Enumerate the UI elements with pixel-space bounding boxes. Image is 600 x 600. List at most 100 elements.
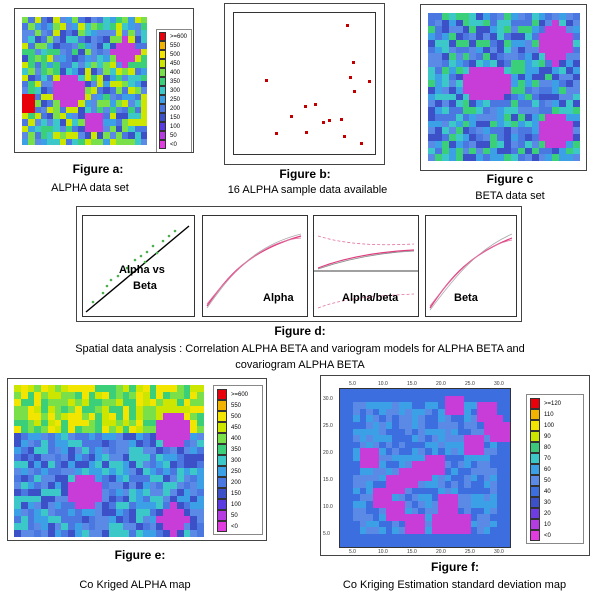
map-cell: [359, 533, 367, 541]
scatter-label-1: Alpha vs: [119, 264, 165, 276]
map-cell: [95, 509, 103, 517]
map-cell: [47, 523, 55, 531]
map-cell: [41, 481, 48, 489]
map-cell: [128, 119, 135, 126]
map-cell: [129, 398, 137, 406]
map-cell: [20, 502, 28, 510]
map-cell: [142, 385, 150, 392]
legend-entry: 90: [530, 431, 580, 442]
map-cell: [103, 23, 110, 30]
map-cell: [483, 408, 491, 416]
map-cell: [573, 147, 580, 155]
map-cell: [385, 421, 393, 429]
map-cell: [68, 530, 76, 537]
map-cell: [524, 66, 532, 74]
map-cell: [103, 55, 110, 62]
map-cell: [451, 507, 458, 515]
map-cell: [411, 389, 419, 396]
map-cell: [425, 389, 432, 396]
map-cell: [510, 73, 518, 81]
legend-swatch: [530, 530, 540, 541]
map-cell: [503, 487, 510, 495]
map-cell: [47, 36, 54, 43]
map-cell: [524, 26, 532, 34]
map-cell: [14, 426, 21, 434]
map-cell: [340, 507, 347, 515]
map-cell: [47, 125, 54, 133]
map-cell: [470, 441, 478, 449]
map-cell: [340, 527, 347, 534]
map-cell: [428, 33, 435, 40]
map-cell: [54, 481, 62, 489]
map-cell: [197, 440, 204, 448]
map-cell: [102, 391, 109, 399]
map-cell: [538, 147, 546, 155]
legend-swatch: [217, 389, 227, 400]
map-cell: [477, 500, 484, 508]
map-cell: [366, 448, 373, 455]
map-cell: [41, 461, 48, 468]
map-cell: [503, 448, 510, 455]
map-cell: [405, 441, 412, 449]
map-cell: [545, 154, 553, 161]
map-cell: [170, 454, 177, 461]
map-cell: [163, 433, 171, 441]
map-cell: [346, 441, 354, 449]
map-cell: [477, 481, 484, 488]
map-cell: [142, 516, 150, 524]
map-cell: [136, 474, 143, 482]
map-cell: [53, 74, 60, 81]
map-cell: [20, 440, 28, 448]
map-cell: [78, 138, 85, 145]
map-cell: [197, 426, 204, 434]
map-cell: [47, 467, 55, 475]
map-cell: [353, 468, 360, 475]
map-cell: [136, 447, 143, 455]
map-cell: [190, 412, 198, 420]
map-cell: [109, 93, 116, 101]
map-cell: [170, 481, 177, 489]
map-cell: [497, 39, 504, 47]
map-cell: [552, 66, 560, 74]
map-cell: [78, 132, 85, 139]
map-cell: [95, 502, 103, 510]
map-cell: [103, 74, 110, 81]
map-cell: [170, 474, 177, 482]
map-cell: [455, 80, 463, 87]
map-cell: [510, 26, 518, 34]
map-cell: [14, 447, 21, 455]
map-cell: [503, 395, 510, 403]
map-cell: [346, 520, 354, 528]
x-tick-label: 10.0: [378, 381, 388, 387]
map-cell: [68, 391, 76, 399]
map-cell: [431, 408, 439, 416]
map-cell: [510, 147, 518, 155]
map-cell: [40, 42, 47, 49]
legend-label: 550: [170, 42, 181, 49]
legend-swatch: [217, 488, 227, 499]
map-cell: [156, 385, 164, 392]
map-cell: [14, 509, 21, 517]
map-cell: [97, 106, 104, 113]
map-cell: [517, 134, 525, 141]
map-cell: [398, 415, 406, 422]
map-cell: [477, 533, 484, 541]
map-cell: [434, 53, 442, 61]
map-cell: [462, 33, 470, 40]
map-cell: [102, 502, 109, 510]
map-cell: [531, 73, 539, 81]
map-cell: [156, 474, 164, 482]
map-cell: [353, 402, 360, 409]
map-cell: [95, 523, 103, 531]
map-cell: [405, 487, 412, 495]
map-cell: [531, 120, 539, 128]
map-cell: [359, 487, 367, 495]
map-cell: [372, 520, 380, 528]
map-cell: [22, 138, 29, 145]
map-cell: [476, 140, 484, 148]
legend-swatch: [159, 41, 166, 50]
map-cell: [84, 132, 91, 139]
map-cell: [444, 395, 452, 403]
map-cell: [97, 17, 104, 24]
map-cell: [156, 447, 164, 455]
